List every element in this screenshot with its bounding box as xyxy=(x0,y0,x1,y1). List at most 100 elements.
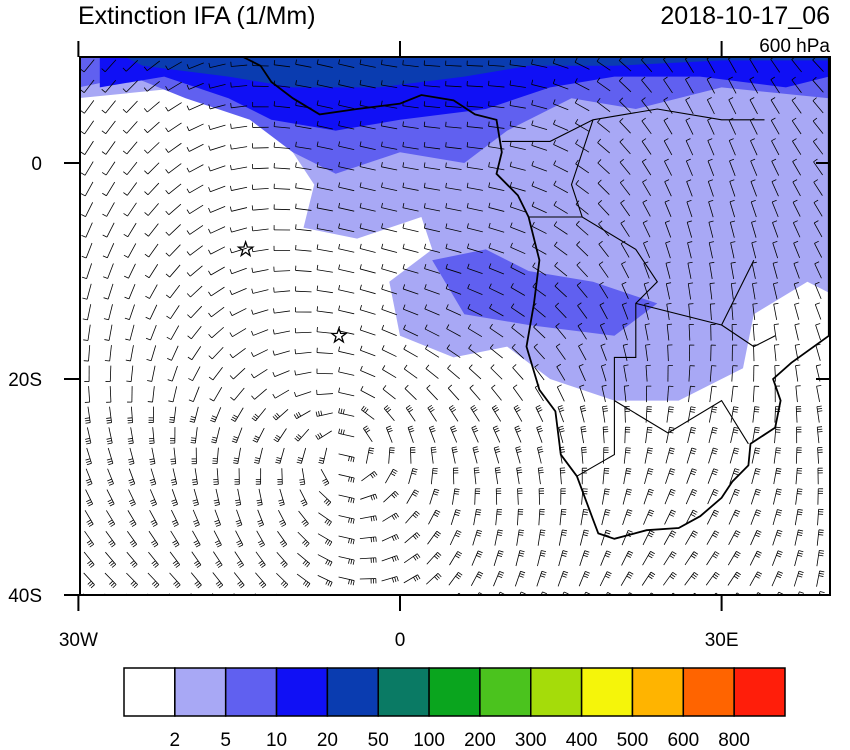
wind-barb-shaft xyxy=(599,571,608,587)
wind-barb-feather xyxy=(815,323,821,326)
wind-barb-feather xyxy=(562,573,568,576)
wind-barb-shaft xyxy=(108,324,113,341)
wind-barb-feather xyxy=(562,550,568,553)
wind-barb-feather xyxy=(325,580,329,585)
wind-barb-feather xyxy=(665,220,670,223)
wind-barb-feather xyxy=(372,494,376,500)
wind-barb xyxy=(251,408,266,422)
wind-barb-feather xyxy=(691,470,697,473)
wind-barb xyxy=(143,60,161,71)
wind-barb-feather xyxy=(211,417,216,421)
wind-barb-feather xyxy=(450,406,455,411)
wind-barb-shaft xyxy=(641,120,652,135)
wind-barb-shaft xyxy=(87,324,91,341)
wind-barb xyxy=(273,59,291,68)
wind-barb xyxy=(816,549,825,567)
wind-barb-feather xyxy=(597,200,603,204)
wind-barb-feather xyxy=(668,452,674,455)
coastline xyxy=(241,57,830,540)
wind-barb xyxy=(381,100,398,109)
wind-barb xyxy=(622,509,633,525)
wind-barb-feather xyxy=(619,77,623,82)
wind-barb xyxy=(554,282,567,298)
wind-barb-feather xyxy=(670,511,675,515)
map-area xyxy=(80,57,830,595)
wind-barb-feather xyxy=(541,570,547,574)
wind-barb-feather xyxy=(454,534,460,538)
wind-barb-shaft xyxy=(663,59,673,73)
wind-barb xyxy=(426,384,438,401)
wind-barb-feather xyxy=(359,223,362,229)
wind-barb-feather xyxy=(476,532,482,535)
wind-barb-shaft xyxy=(813,181,823,196)
wind-barb-feather xyxy=(145,295,150,299)
wind-barb-feather xyxy=(103,297,109,300)
wind-barb-feather xyxy=(342,429,345,435)
wind-barb xyxy=(445,142,462,150)
wind-barb-feather xyxy=(687,220,692,223)
wind-barb-feather xyxy=(282,582,287,587)
wind-barb-shaft xyxy=(708,222,714,238)
wind-barb xyxy=(574,98,590,112)
wind-barb xyxy=(466,101,484,108)
wind-barb-feather xyxy=(690,514,696,517)
wind-barb-feather xyxy=(109,541,115,546)
wind-barb-feather xyxy=(278,499,284,502)
wind-barb-shaft xyxy=(667,345,669,362)
wind-barb xyxy=(532,262,547,276)
wind-barb-feather xyxy=(253,415,258,420)
wind-barb xyxy=(251,309,269,315)
wind-barb-feather xyxy=(214,519,220,523)
wind-barb-feather xyxy=(559,430,565,433)
wind-barb-shaft xyxy=(274,64,291,68)
wind-barb xyxy=(619,179,631,196)
wind-barb-shaft xyxy=(194,427,198,444)
wind-barb-feather xyxy=(643,261,649,264)
wind-barb xyxy=(212,572,224,589)
wind-barb-feather xyxy=(554,261,558,267)
wind-barb-feather xyxy=(685,138,691,141)
wind-barb-feather xyxy=(187,314,192,319)
wind-barb-feather xyxy=(326,520,330,525)
wind-barb xyxy=(466,121,484,129)
wind-barb-feather xyxy=(404,384,409,389)
wind-barb xyxy=(189,406,199,423)
wind-barb-shaft xyxy=(812,120,824,134)
wind-barb-feather xyxy=(423,182,426,188)
wind-barb-shaft xyxy=(402,64,419,68)
wind-barb-shaft xyxy=(192,366,201,381)
wind-barb-shaft xyxy=(403,553,418,564)
wind-barb-feather xyxy=(273,80,276,86)
wind-barb-shaft xyxy=(359,63,376,68)
wind-barb-feather xyxy=(771,117,776,121)
wind-barb xyxy=(814,302,822,320)
wind-barb-shaft xyxy=(534,366,545,381)
wind-barb-shaft xyxy=(446,328,461,337)
wind-barb-feather xyxy=(230,418,236,422)
wind-barb xyxy=(452,488,460,505)
wind-barb-feather xyxy=(600,343,606,346)
wind-barb xyxy=(381,304,397,316)
wind-barb xyxy=(85,427,92,445)
wind-barb-feather xyxy=(112,584,117,589)
wind-barb xyxy=(619,158,631,175)
wind-barb-shaft xyxy=(147,142,160,154)
wind-barb-feather xyxy=(466,162,469,168)
wind-barb xyxy=(730,426,739,444)
wind-barb-feather xyxy=(130,580,135,585)
wind-barb-shaft xyxy=(772,509,778,526)
wind-barb-shaft xyxy=(750,160,758,176)
wind-barb-feather xyxy=(554,241,558,246)
wind-barb-feather xyxy=(387,427,392,431)
wind-barb-feather xyxy=(687,261,693,264)
wind-barb-shaft xyxy=(320,469,330,484)
wind-barb-feather xyxy=(819,591,825,594)
wind-barb-shaft xyxy=(338,391,355,397)
wind-barb-shaft xyxy=(213,551,223,566)
wind-barb-feather xyxy=(402,100,404,106)
wind-barb-feather xyxy=(754,534,760,538)
wind-barb-feather xyxy=(627,552,633,556)
wind-barb-feather xyxy=(106,417,112,419)
wind-barb-shaft xyxy=(580,509,584,526)
wind-barb-shaft xyxy=(469,387,481,401)
